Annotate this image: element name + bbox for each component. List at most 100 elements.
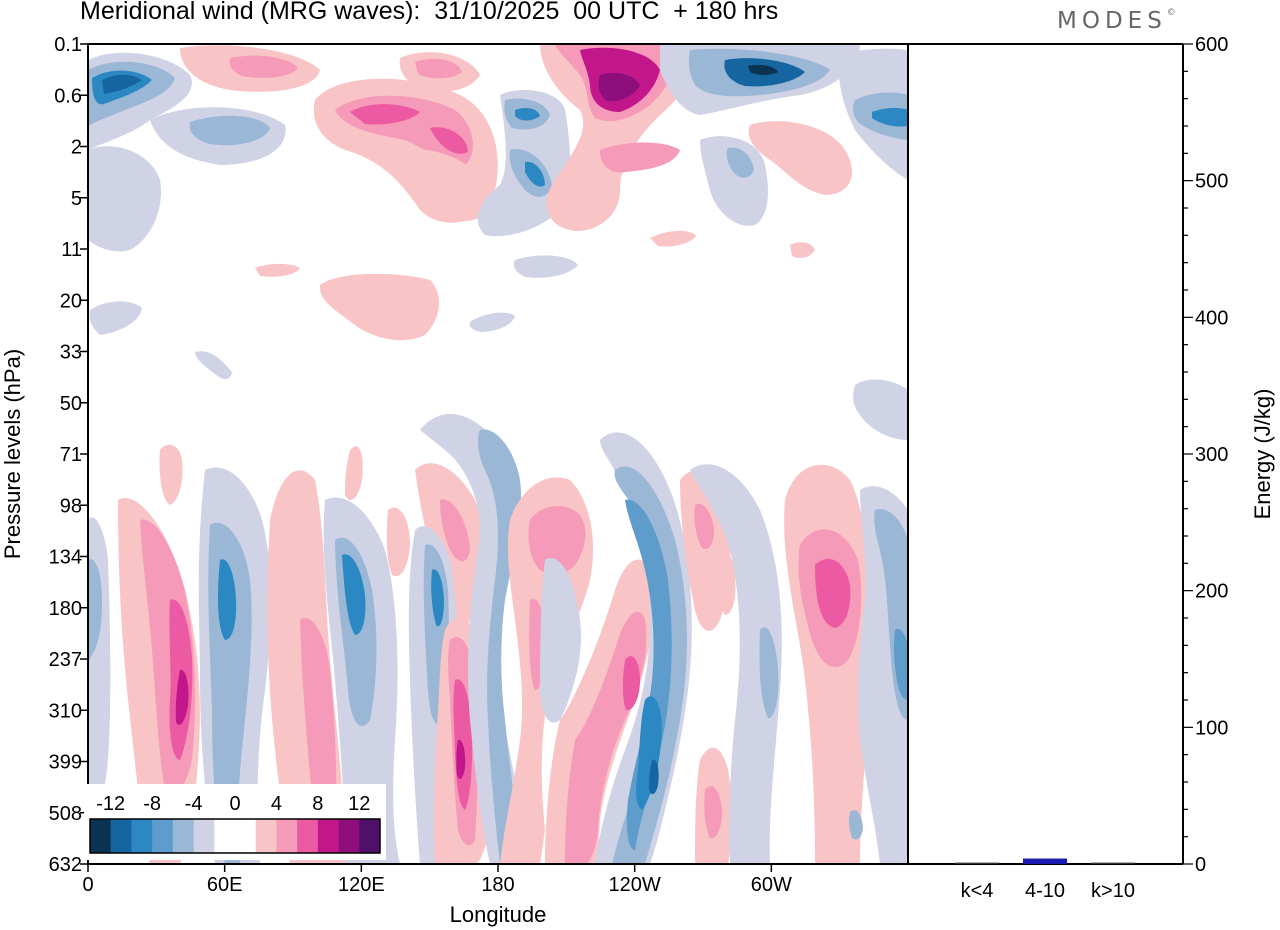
pressure-axis: 0.1 0.6 2 5 11 20 33 50 71 98 134 180 237 310 399 508 63…	[49, 34, 88, 876]
pressure-tick-label: 0.1	[54, 34, 82, 56]
colorbar-label: 8	[312, 793, 323, 815]
colorbar-cell	[110, 819, 132, 853]
energy-axis: 0 100 200 300 400 500 600	[1183, 34, 1228, 876]
blob-pos-strat-40e-11hpa	[255, 263, 300, 277]
pressure-tick-label: 237	[49, 649, 82, 671]
energy-tick-label: 100	[1195, 717, 1228, 739]
colorbar: -12 -8 -4 0 4 8 12	[84, 784, 386, 860]
energy-tick-label: 600	[1195, 34, 1228, 56]
pressure-tick-label: 98	[60, 495, 82, 517]
colorbar-label: -8	[143, 793, 161, 815]
colorbar-cell	[172, 819, 195, 853]
colorbar-cell	[235, 819, 257, 853]
colorbar-cell	[338, 819, 360, 853]
longitude-tick-label: 120W	[609, 874, 661, 896]
y-axis-title-right: Energy (J/kg)	[1250, 389, 1275, 520]
blob-pos-upper-40e-mid	[229, 55, 298, 78]
energy-tick-label: 400	[1195, 307, 1228, 329]
lower-level-anomalies	[88, 379, 908, 864]
energy-tick-label: 500	[1195, 171, 1228, 193]
colorbar-cell	[276, 819, 298, 853]
band-pos-140e	[415, 463, 483, 631]
band-neg-30w-strat	[853, 379, 908, 440]
longitude-tick-label: 60W	[751, 874, 792, 896]
band-neg-west-edge-mid	[88, 559, 102, 660]
blob-pos-11hpa-110w	[650, 230, 696, 247]
blob-pos-strat-130w-lower	[600, 142, 680, 173]
colorbar-cell	[214, 819, 236, 853]
blob-pos-strat-120e-20hpa	[319, 273, 440, 341]
band-pos-30e-upper	[159, 444, 183, 505]
band-pos-140e-mid	[440, 499, 470, 562]
energy-bar-category-label: 4-10	[1025, 880, 1065, 902]
band-pos-165e-deep	[456, 739, 466, 780]
contour-plot	[88, 44, 908, 864]
band-pos-110w-mid	[694, 503, 714, 550]
blob-pos-strat-170e-lower	[409, 149, 495, 222]
energy-tick-label: 300	[1195, 444, 1228, 466]
colorbar-frame	[89, 818, 381, 854]
blob-neg-upper-60w-deep	[748, 64, 778, 75]
longitude-tick-label: 180	[481, 874, 514, 896]
band-neg-150e-core	[431, 569, 444, 627]
band-neg-240-deepest	[649, 759, 659, 795]
band-neg-60w-low	[848, 809, 863, 840]
pressure-tick-label: 20	[60, 290, 82, 312]
longitude-tick-label: 120E	[338, 874, 385, 896]
colorbar-cell	[131, 819, 153, 853]
band-neg-20w-core	[893, 629, 908, 700]
band-neg-240-core	[625, 499, 672, 850]
pressure-tick-label: 11	[61, 239, 82, 261]
band-neg-230-strip	[540, 558, 581, 723]
colorbar-cell	[152, 819, 174, 853]
band-pos-30e-deep	[175, 669, 189, 725]
logo-text: MODES	[1057, 8, 1167, 34]
band-pos-50w-core	[815, 558, 851, 628]
blob-neg-strat-180-low	[513, 255, 578, 278]
band-neg-60e-core	[217, 559, 237, 640]
upper-level-anomalies	[88, 44, 908, 379]
colorbar-label: 0	[229, 793, 240, 815]
blob-neg-upper-west-deep	[102, 74, 142, 94]
energy-bar	[955, 862, 999, 864]
colorbar-cell	[90, 819, 112, 853]
energy-bar-categories: k<4 4-10 k>10	[961, 880, 1135, 902]
band-neg-80w	[690, 464, 782, 864]
band-neg-240-mid	[612, 466, 687, 864]
colorbar-label: 4	[271, 793, 282, 815]
blob-neg-upper-east-edge-core	[872, 108, 908, 127]
blob-pos-upper-140w-deep	[598, 72, 640, 102]
colorbar-label: -4	[185, 793, 203, 815]
pressure-tick-label: 2	[71, 137, 82, 159]
colorbar-cells	[90, 819, 381, 853]
pressure-tick-label: 310	[49, 700, 82, 722]
pressure-tick-label: 399	[49, 752, 82, 774]
energy-tick-label: 0	[1195, 854, 1206, 876]
chart-title: Meridional wind (MRG waves): 31/10/2025 …	[80, 0, 779, 25]
energy-bars	[955, 858, 1135, 864]
blob-neg-33hpa-50e	[195, 351, 232, 379]
band-pos-80e-mid	[300, 618, 337, 839]
colorbar-cell	[255, 819, 277, 853]
longitude-tick-label: 60E	[207, 874, 243, 896]
pressure-tick-label: 632	[49, 854, 82, 876]
pressure-tick-label: 33	[60, 342, 82, 364]
pressure-tick-label: 71	[60, 444, 82, 466]
pressure-tick-label: 5	[71, 188, 82, 210]
y-axis-title-left: Pressure levels (hPa)	[0, 349, 25, 559]
colorbar-label: 12	[348, 793, 370, 815]
blob-neg-lowerstrat-west	[88, 146, 161, 252]
energy-bar	[1023, 858, 1067, 864]
blob-neg-strat-190-core	[515, 108, 545, 187]
band-pos-200-mid	[528, 505, 586, 575]
colorbar-cell	[193, 819, 215, 853]
longitude-axis: 0 60E 120E 180 120W 60W	[82, 864, 792, 896]
blob-pos-upper-140e-mid	[415, 58, 462, 79]
pressure-tick-label: 134	[49, 547, 82, 569]
blob-pos-11hpa-70w	[790, 242, 815, 258]
energy-bar-category-label: k>10	[1091, 880, 1135, 902]
colorbar-labels: -12 -8 -4 0 4 8 12	[96, 793, 370, 815]
blob-neg-strat-80w-mid	[726, 147, 754, 178]
band-pos-100w-strip	[714, 546, 736, 615]
